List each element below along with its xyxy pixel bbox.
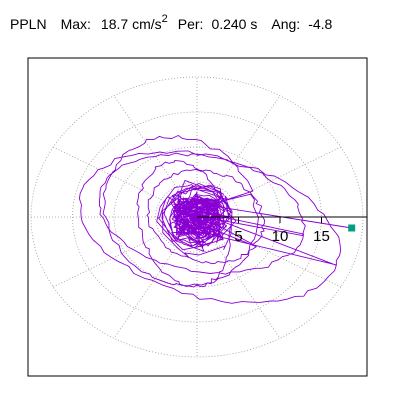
period-label: Per:	[177, 15, 204, 32]
radial-ticks: 5 10 15	[197, 216, 367, 245]
motion-trace	[78, 135, 352, 304]
motion-trace-path	[78, 135, 352, 304]
grid-spoke	[196, 95, 281, 218]
peak-marker	[348, 224, 356, 232]
period-value: 0.240 s	[211, 15, 258, 32]
max-unit: cm/s2	[132, 13, 168, 32]
radial-tick-label: 15	[313, 228, 330, 245]
angle-label: Ang:	[271, 15, 301, 32]
max-value: 18.7	[100, 15, 129, 32]
angle-value: -4.8	[308, 15, 333, 32]
grid-spoke	[113, 216, 198, 339]
grid-spoke	[113, 95, 198, 218]
max-label: Max:	[60, 15, 91, 32]
radial-tick-label: 5	[234, 228, 242, 245]
radial-tick-label: 10	[272, 228, 289, 245]
station-code: PPLN	[10, 15, 47, 32]
max-unit-exponent: 2	[161, 13, 168, 25]
plot-header: PPLN Max: 18.7 cm/s2 Per: 0.240 s Ang: -…	[10, 13, 333, 42]
